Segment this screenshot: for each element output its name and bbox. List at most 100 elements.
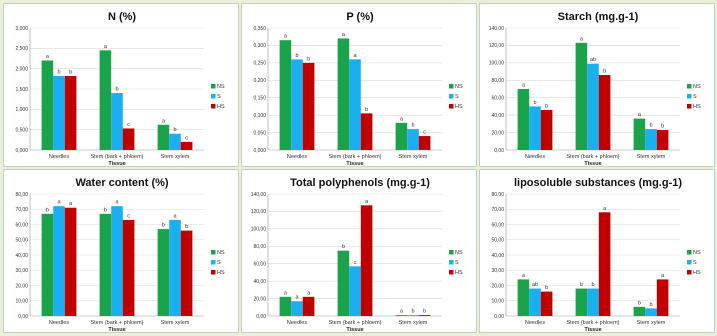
bar-ns-stem-bark-phloem — [575, 288, 588, 316]
y-tick-label: 1,500 — [15, 87, 28, 93]
significance-label: b — [104, 207, 107, 213]
y-tick-label: 0,00 — [256, 314, 266, 320]
y-tick-label: 60,00 — [253, 262, 266, 268]
significance-label: c — [354, 260, 357, 266]
bar-ns-stem-xylem — [395, 122, 408, 150]
y-tick-label: 0,00 — [494, 314, 504, 320]
bar-ns-stem-xylem — [157, 229, 170, 316]
legend-swatch-hs — [449, 270, 454, 275]
significance-label: b — [57, 69, 60, 75]
y-tick-label: 3,000 — [15, 26, 28, 32]
bar-hs-stem-bark-phloem — [360, 113, 373, 150]
chart-panel-starch: Starch (mg.g-1) 0,00 20,00 40,00 60,00 80,00 1… — [479, 3, 715, 167]
significance-label: c — [185, 135, 188, 141]
significance-label: a — [400, 116, 404, 122]
legend-swatch-hs — [211, 104, 216, 109]
x-category-label: Needles — [287, 154, 307, 160]
bar-hs-needles — [64, 207, 77, 316]
legend-label-s: S — [217, 94, 221, 100]
y-tick-label: 0,00 — [18, 314, 28, 320]
significance-label: b — [423, 309, 426, 315]
significance-label: b — [638, 300, 641, 306]
x-axis-title: Tissue — [108, 161, 125, 167]
significance-label: a — [638, 112, 642, 118]
y-tick-label: 100,00 — [489, 61, 505, 67]
y-tick-label: 140,00 — [489, 26, 505, 32]
legend-label-s: S — [455, 260, 459, 266]
significance-label: b — [545, 285, 548, 291]
significance-label: ab — [590, 57, 596, 63]
x-category-label: Needles — [49, 154, 69, 160]
significance-label: ab — [532, 282, 538, 288]
significance-label: b — [69, 69, 72, 75]
bar-ns-stem-bark-phloem — [99, 50, 112, 150]
chart-panel-n: N (%) 0,000 0,500 1,000 1,500 2,000 2,500 3,000… — [3, 3, 239, 167]
chart-title: Total polyphenols (mg.g-1) — [290, 177, 430, 189]
legend-label-hs: HS — [455, 104, 463, 110]
bar-hs-stem-bark-phloem — [122, 219, 135, 316]
y-tick-label: 20,00 — [253, 296, 266, 302]
y-tick-label: 30,00 — [15, 268, 28, 274]
bar-hs-stem-xylem — [180, 141, 193, 150]
legend-swatch-ns — [687, 250, 692, 255]
legend-label-ns: NS — [693, 250, 701, 256]
y-tick-label: 20,00 — [491, 283, 504, 289]
x-axis-title: Tissue — [584, 161, 601, 167]
significance-label: a — [365, 199, 369, 205]
significance-label: a — [295, 295, 299, 301]
y-tick-label: 70,00 — [491, 207, 504, 213]
significance-label: a — [522, 83, 526, 89]
y-tick-label: 10,00 — [491, 299, 504, 305]
chart-starch-svg: Starch (mg.g-1) 0,00 20,00 40,00 60,00 80,00 1… — [489, 11, 701, 167]
y-tick-label: 0,100 — [253, 113, 266, 119]
significance-label: b — [649, 123, 652, 129]
legend-swatch-s — [211, 94, 216, 99]
legend-swatch-hs — [687, 270, 692, 275]
chart-panel-polyphenols: Total polyphenols (mg.g-1) 0,00 20,00 40,00… — [241, 169, 477, 333]
legend-label-s: S — [217, 260, 221, 266]
y-tick-label: 2,500 — [15, 46, 28, 52]
chart-polyphenols-svg: Total polyphenols (mg.g-1) 0,00 20,00 40,00… — [251, 177, 463, 333]
significance-label: c — [423, 130, 426, 136]
significance-label: c — [127, 213, 130, 219]
legend-swatch-hs — [449, 104, 454, 109]
y-tick-label: 0,00 — [494, 148, 504, 154]
bar-ns-stem-xylem — [633, 306, 646, 316]
legend-label-hs: HS — [693, 104, 701, 110]
y-tick-label: 2,000 — [15, 66, 28, 72]
y-tick-label: 140,00 — [251, 192, 267, 198]
y-tick-label: 80,00 — [15, 192, 28, 198]
bar-s-stem-xylem — [407, 129, 419, 150]
bar-hs-needles — [302, 62, 315, 150]
x-category-label: Stem (bark + phloem) — [328, 320, 381, 326]
y-tick-label: 0,000 — [253, 148, 266, 154]
y-tick-label: 60,00 — [491, 222, 504, 228]
x-category-label: Stem xylem — [637, 320, 666, 326]
significance-label: a — [46, 54, 50, 60]
bar-s-stem-bark-phloem — [587, 288, 599, 316]
significance-label: b — [173, 127, 176, 133]
chart-panel-p: P (%) 0,000 0,050 0,100 0,150 0,200 0,250 0,300… — [241, 3, 477, 167]
legend-label-s: S — [693, 260, 697, 266]
chart-n-svg: N (%) 0,000 0,500 1,000 1,500 2,000 2,500 3,000… — [15, 11, 224, 167]
bar-s-needles — [291, 59, 303, 150]
significance-label: b — [185, 224, 188, 230]
significance-label: a — [115, 200, 119, 206]
x-category-label: Stem xylem — [637, 154, 666, 160]
bar-s-needles — [291, 301, 303, 316]
legend-swatch-ns — [687, 84, 692, 89]
bar-hs-stem-xylem — [656, 129, 669, 150]
bar-ns-stem-bark-phloem — [575, 42, 588, 150]
chart-panel-water: Water content (%) 0,00 10,00 20,00 30,00 40,0… — [3, 169, 239, 333]
significance-label: a — [522, 273, 526, 279]
significance-label: b — [295, 53, 298, 59]
significance-label: b — [115, 87, 118, 93]
bar-hs-stem-xylem — [418, 136, 431, 150]
y-tick-label: 0,300 — [253, 43, 266, 49]
y-tick-label: 0,200 — [253, 78, 266, 84]
bar-ns-stem-xylem — [157, 124, 170, 150]
chart-title: P (%) — [346, 11, 374, 23]
significance-label: b — [365, 107, 368, 113]
bar-ns-needles — [517, 279, 530, 316]
y-tick-label: 0,050 — [253, 130, 266, 136]
